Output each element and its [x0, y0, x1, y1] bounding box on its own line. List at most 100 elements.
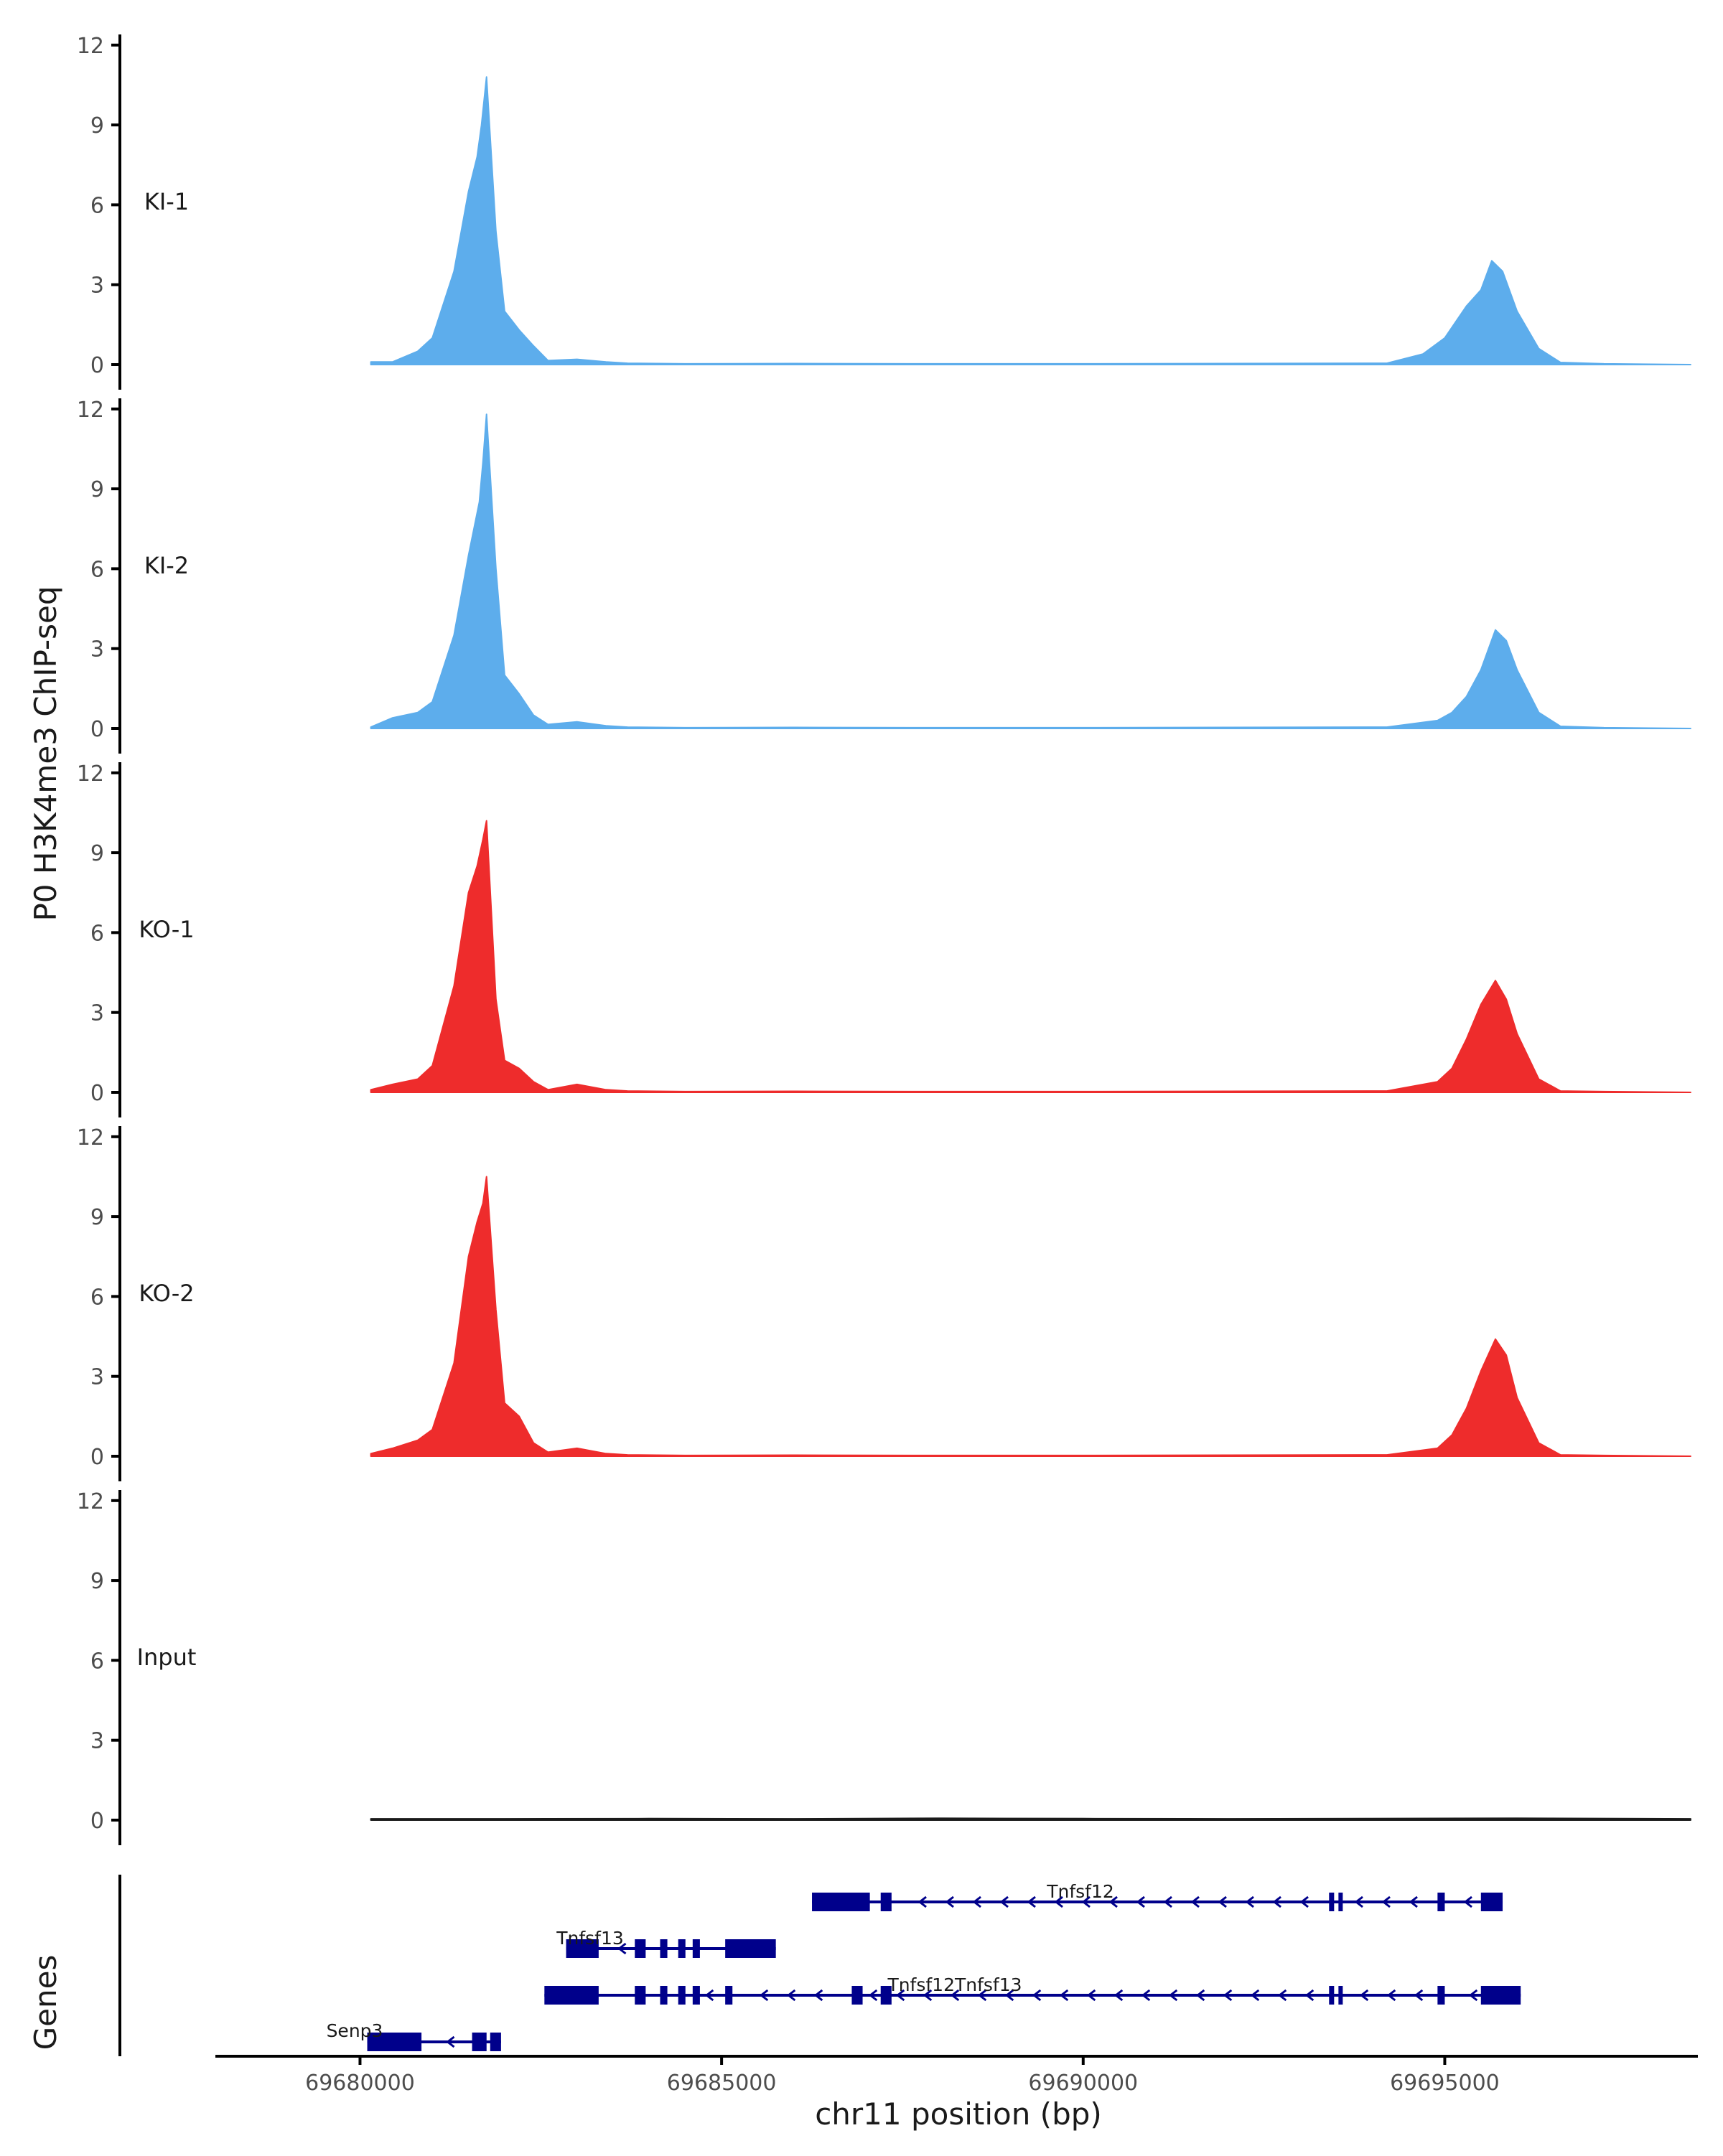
track-label: Input — [137, 1644, 197, 1671]
strand-arrow — [1195, 1989, 1205, 2002]
strand-arrow — [1250, 1989, 1260, 2002]
exon — [692, 1986, 700, 2005]
exon — [367, 2033, 422, 2051]
gene-label: Tnfsf13 — [556, 1928, 624, 1949]
y-tick-label: 3 — [90, 637, 104, 662]
x-tick-label: 69690000 — [1028, 2071, 1138, 2096]
gene-label: Tnfsf12Tnfsf13 — [887, 1974, 1022, 1995]
y-tick-label: 3 — [90, 273, 104, 299]
y-tick-label: 9 — [90, 113, 104, 139]
track-label: KO-1 — [139, 916, 194, 943]
exon — [1329, 1893, 1335, 1911]
strand-arrow — [1054, 1895, 1063, 1908]
y-tick-label: 3 — [90, 1001, 104, 1026]
strand-arrow — [1141, 1989, 1151, 2002]
exon — [1480, 1893, 1503, 1911]
y-axis-title: P0 H3K4me3 ChIP-seq — [28, 586, 63, 921]
track-ki-1: 0 3 6 9 12 KI-1 — [77, 34, 1691, 390]
y-tick-label: 0 — [90, 717, 104, 742]
strand-arrow — [704, 1989, 714, 2002]
gene-tnfsf12tnfsf13: Tnfsf12Tnfsf13 — [544, 1974, 1521, 2005]
x-tick-label: 69685000 — [667, 2071, 777, 2096]
tracks-layer: 0 3 6 9 12 KI-1 0 3 6 9 12 KI-2 0 3 6 9 12 KO-1 0 3 6 9 12 KO-2… — [77, 34, 1691, 1845]
strand-arrow — [1032, 1989, 1042, 2002]
y-tick-label: 9 — [90, 1569, 104, 1594]
strand-arrow — [1304, 1989, 1315, 2002]
strand-arrow — [1354, 1895, 1363, 1908]
exon — [490, 2033, 501, 2051]
strand-arrow — [1359, 1989, 1369, 2002]
y-tick-label: 0 — [90, 1809, 104, 1834]
strand-arrow — [1136, 1895, 1145, 1908]
strand-arrow — [446, 2035, 455, 2048]
track-ki-2: 0 3 6 9 12 KI-2 — [77, 398, 1691, 754]
gene-tnfsf13: Tnfsf13 — [556, 1928, 776, 1958]
exon — [692, 1939, 700, 1958]
strand-arrow — [1086, 1989, 1096, 2002]
y-tick-label: 6 — [90, 1285, 104, 1310]
y-tick-label: 9 — [90, 1205, 104, 1230]
exon — [880, 1986, 892, 2005]
signal-area — [370, 1176, 1691, 1457]
y-tick-label: 12 — [77, 761, 104, 787]
strand-arrow — [1463, 1895, 1472, 1908]
exon — [566, 1939, 599, 1958]
exon — [725, 1986, 733, 2005]
y-tick-label: 0 — [90, 353, 104, 378]
signal-area — [370, 1817, 1691, 1821]
exon — [880, 1893, 892, 1911]
exon — [1437, 1986, 1445, 2005]
strand-arrow — [917, 1895, 927, 1908]
exon — [1338, 1986, 1343, 2005]
gene-tnfsf12: Tnfsf12 — [812, 1881, 1503, 1911]
exon — [635, 1986, 646, 2005]
strand-arrow — [1386, 1989, 1396, 2002]
strand-arrow — [1218, 1895, 1227, 1908]
strand-arrow — [1027, 1895, 1036, 1908]
strand-arrow — [1168, 1989, 1178, 2002]
strand-arrow — [895, 1989, 905, 2002]
exon — [660, 1939, 668, 1958]
strand-arrow — [1409, 1895, 1418, 1908]
strand-arrow — [972, 1895, 981, 1908]
y-tick-label: 0 — [90, 1445, 104, 1470]
exon — [678, 1939, 686, 1958]
gene-label: Tnfsf12 — [1046, 1881, 1114, 1902]
exon — [851, 1986, 863, 2005]
x-tick-label: 69680000 — [305, 2071, 415, 2096]
exon — [678, 1986, 686, 2005]
track-label: KI-1 — [144, 188, 189, 215]
exon — [1338, 1893, 1343, 1911]
strand-arrow — [1223, 1989, 1233, 2002]
exon — [1437, 1893, 1445, 1911]
strand-arrow — [1299, 1895, 1309, 1908]
exon — [812, 1893, 870, 1911]
gene-senp3: Senp3 — [327, 2020, 501, 2051]
strand-arrow — [1414, 1989, 1424, 2002]
exon — [660, 1986, 668, 2005]
strand-arrow — [945, 1895, 954, 1908]
y-tick-label: 6 — [90, 193, 104, 218]
y-tick-label: 3 — [90, 1729, 104, 1754]
exon — [1329, 1986, 1335, 2005]
track-label: KI-2 — [144, 552, 189, 579]
exon — [635, 1939, 646, 1958]
y-tick-label: 9 — [90, 477, 104, 502]
track-label: KO-2 — [139, 1280, 194, 1307]
y-tick-label: 6 — [90, 1649, 104, 1674]
x-axis-title: chr11 position (bp) — [815, 2096, 1102, 2132]
exon — [544, 1986, 599, 2005]
strand-arrow — [617, 1942, 627, 1955]
signal-area — [370, 413, 1691, 729]
track-input: 0 3 6 9 12 Input — [77, 1489, 1691, 1845]
track-ko-2: 0 3 6 9 12 KO-2 — [77, 1125, 1691, 1481]
y-tick-label: 12 — [77, 1125, 104, 1150]
genes-track-title: Genes — [28, 1955, 63, 2050]
strand-arrow — [950, 1989, 960, 2002]
y-tick-label: 6 — [90, 921, 104, 946]
strand-arrow — [786, 1989, 796, 2002]
signal-area — [370, 76, 1691, 365]
